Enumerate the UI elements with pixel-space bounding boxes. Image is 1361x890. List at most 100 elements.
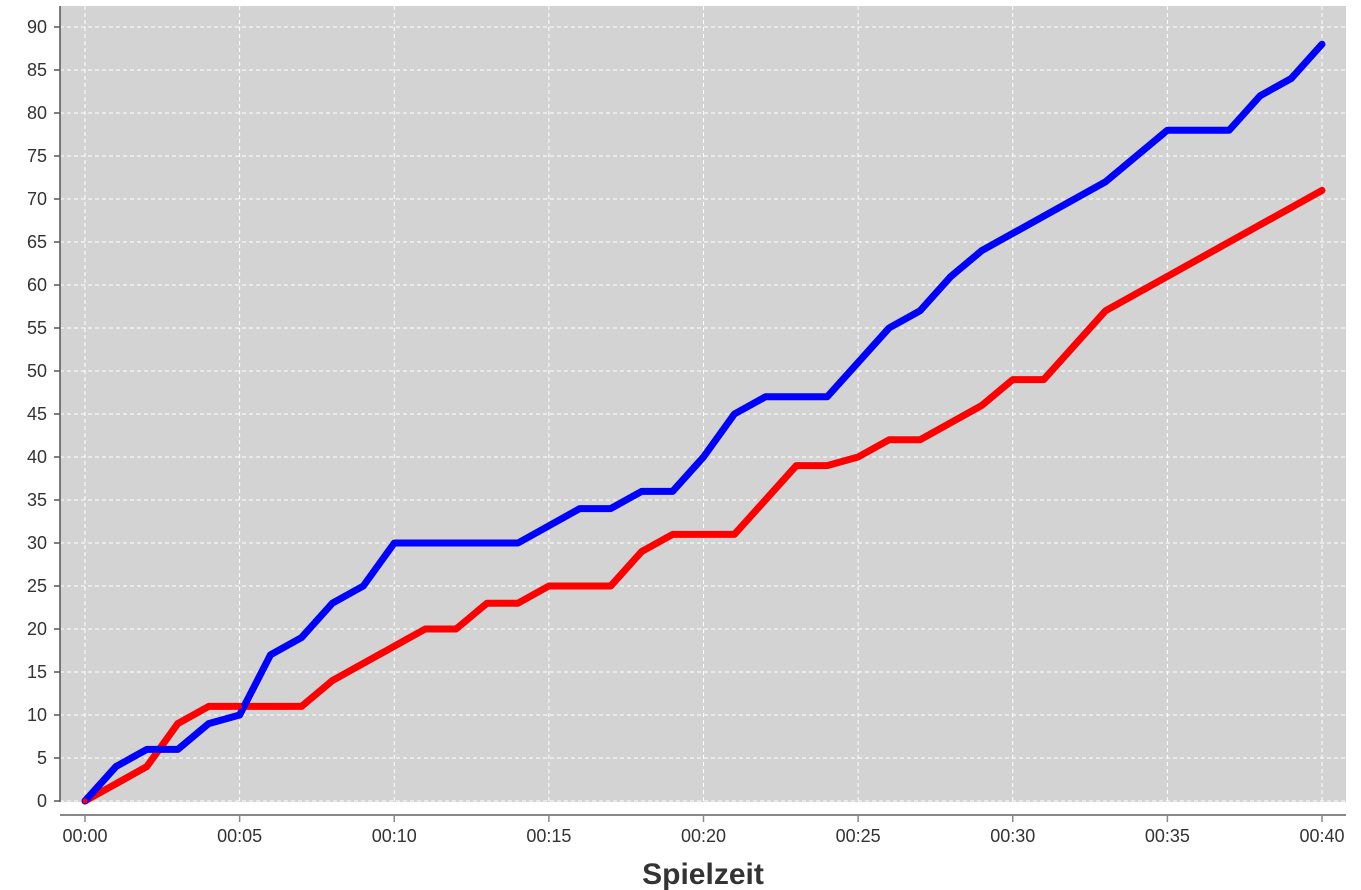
series-2-point <box>546 583 552 589</box>
series-2-point <box>453 626 459 632</box>
y-tick-label: 45 <box>27 404 47 424</box>
series-2-point <box>298 703 304 709</box>
series-1-point <box>979 248 985 254</box>
series-1-point <box>175 746 181 752</box>
y-tick-label: 0 <box>37 791 47 811</box>
series-1-point <box>1257 93 1263 99</box>
series-1-point <box>824 394 830 400</box>
y-tick-label: 15 <box>27 662 47 682</box>
series-2-point <box>515 600 521 606</box>
x-tick-label: 00:10 <box>372 826 417 846</box>
series-1-point <box>298 635 304 641</box>
y-tick-label: 25 <box>27 576 47 596</box>
series-line-1 <box>81 40 1326 805</box>
series-2-point <box>639 549 645 555</box>
y-tick-label: 40 <box>27 447 47 467</box>
y-tick-label: 70 <box>27 189 47 209</box>
series-1-point <box>1319 41 1325 47</box>
series-1-point <box>762 394 768 400</box>
series-2-point <box>1319 187 1325 193</box>
y-axis-ticks: 0 5 10 15 20 25 30 35 40 45 50 55 60 65 70 75 80 85 90 <box>27 17 60 811</box>
x-tick-label: 00:00 <box>62 826 107 846</box>
y-tick-label: 30 <box>27 533 47 553</box>
series-2-point <box>917 437 923 443</box>
series-2-point <box>329 678 335 684</box>
series-2-point <box>608 583 614 589</box>
series-1-point <box>886 325 892 331</box>
series-1-point <box>1164 127 1170 133</box>
series-2-point <box>1010 377 1016 383</box>
series-line-2 <box>81 186 1326 805</box>
series-1-point <box>144 746 150 752</box>
series-1-point <box>113 764 119 770</box>
x-axis-ticks: 00:00 00:05 00:10 00:15 00:20 00:25 00:30 00:35… <box>62 815 1345 846</box>
series-1-point <box>237 712 243 718</box>
series-1-point <box>948 273 954 279</box>
y-tick-label: 85 <box>27 60 47 80</box>
x-tick-label: 00:15 <box>526 826 571 846</box>
y-tick-label: 55 <box>27 318 47 338</box>
series-2-point <box>82 798 88 804</box>
series-1-point <box>206 721 212 727</box>
series-2-point <box>206 703 212 709</box>
x-tick-label: 00:25 <box>836 826 881 846</box>
series-1-point <box>484 540 490 546</box>
y-tick-label: 75 <box>27 146 47 166</box>
series-2-point <box>731 531 737 537</box>
series-2-point <box>979 402 985 408</box>
series-2-point <box>237 703 243 709</box>
series-1-point <box>577 506 583 512</box>
series-1-point <box>422 540 428 546</box>
x-tick-label: 00:30 <box>990 826 1035 846</box>
y-tick-label: 65 <box>27 232 47 252</box>
series-2-point <box>1041 377 1047 383</box>
series-1-point <box>701 454 706 460</box>
series-2-point <box>670 531 676 537</box>
x-axis-title: Spielzeit <box>642 858 764 890</box>
y-tick-label: 50 <box>27 361 47 381</box>
series-1-point <box>608 506 614 512</box>
plot-area <box>60 6 1346 802</box>
series-2-point <box>175 721 181 727</box>
series-1-point <box>917 308 923 314</box>
y-tick-label: 35 <box>27 490 47 510</box>
series-1-point <box>793 394 799 400</box>
series-1-point <box>329 600 335 606</box>
y-tick-label: 60 <box>27 275 47 295</box>
series-2-point <box>886 437 892 443</box>
series-1-point <box>1226 127 1232 133</box>
series-1-point <box>1103 179 1109 185</box>
x-tick-label: 00:40 <box>1299 826 1344 846</box>
x-tick-label: 00:05 <box>217 826 262 846</box>
series-1-point <box>1288 76 1294 82</box>
grid-lines <box>60 6 1346 802</box>
y-tick-label: 5 <box>37 748 47 768</box>
x-tick-label: 00:20 <box>681 826 726 846</box>
series-2-point <box>577 583 583 589</box>
y-tick-label: 90 <box>27 17 47 37</box>
series-1-point <box>731 411 737 417</box>
series-2-point <box>422 626 428 632</box>
x-tick-label: 00:35 <box>1145 826 1190 846</box>
series-2-point <box>268 703 274 709</box>
series-2-point <box>113 781 119 787</box>
series-2-point <box>855 454 861 460</box>
series-1-point <box>360 583 366 589</box>
series-2-point <box>144 764 150 770</box>
series-1-point <box>391 540 397 546</box>
series-2-point <box>701 531 706 537</box>
series-2-point <box>824 463 830 469</box>
y-tick-label: 10 <box>27 705 47 725</box>
series-1-point <box>453 540 459 546</box>
series-2-point <box>484 600 490 606</box>
series-1-point <box>515 540 521 546</box>
series-2-point <box>793 463 799 469</box>
series-1-point <box>268 652 274 658</box>
series-1-point <box>670 488 676 494</box>
y-tick-label: 20 <box>27 619 47 639</box>
y-tick-label: 80 <box>27 103 47 123</box>
series-2-point <box>1103 308 1109 314</box>
series-1-point <box>639 488 645 494</box>
series-layer <box>81 40 1326 805</box>
